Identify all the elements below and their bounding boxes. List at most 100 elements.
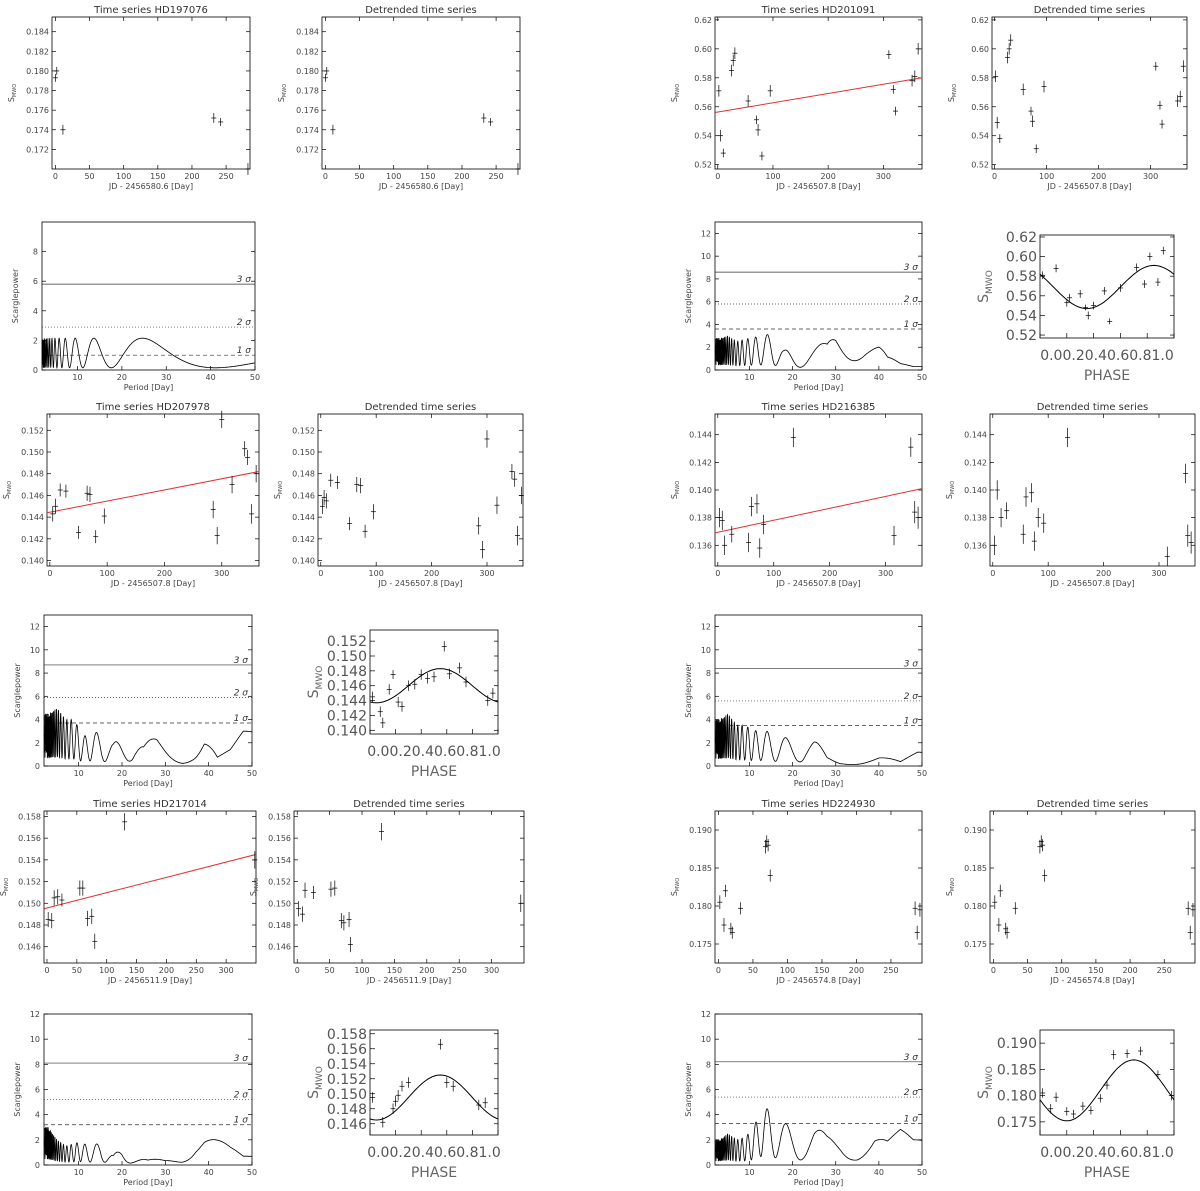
data-point (1077, 289, 1083, 298)
y-tick-label: 0.180 (296, 67, 319, 76)
data-point (1101, 286, 1107, 295)
plot-frame (51, 16, 251, 170)
data-point (729, 64, 735, 77)
y-axis-label: SMWO (670, 481, 681, 499)
x-axis-label: PHASE (411, 1165, 457, 1181)
y-tick-label: 0.178 (296, 87, 319, 96)
y-axis-label: SMWO (249, 878, 260, 896)
panel-dt_HD217014 (293, 810, 525, 964)
x-tick-label: 200 (849, 966, 864, 975)
y-tick-label: 0.54 (694, 132, 712, 141)
y-axis-label: Scarglepower (684, 1062, 693, 1117)
plot-frame (321, 16, 521, 170)
data-point (993, 70, 999, 83)
panel-title: Time series HD224930 (761, 799, 876, 810)
y-tick-label: 2 (35, 1136, 40, 1145)
y-tick-label: 0.180 (997, 1089, 1037, 1105)
y-tick-label: 0.185 (689, 864, 712, 873)
data-point (719, 510, 725, 531)
y-tick-label: 6 (706, 692, 711, 701)
data-point (1088, 1106, 1094, 1115)
data-point (296, 901, 302, 917)
x-tick-label: 250 (1157, 966, 1172, 975)
y-tick-label: 0.148 (327, 1102, 367, 1118)
x-tick-label: 30 (831, 373, 841, 382)
data-point (380, 717, 386, 729)
plot-frame (714, 221, 923, 371)
panel-pg_HD207978 (43, 614, 253, 767)
x-tick-label: 150 (129, 966, 144, 975)
y-tick-label: 0.142 (21, 535, 44, 544)
data-point (1012, 902, 1018, 915)
data-point (1080, 1101, 1086, 1111)
y-tick-label: 12 (701, 1010, 711, 1019)
x-tick-label: 200 (184, 172, 199, 181)
data-point (893, 106, 899, 116)
significance-level-label: 3 σ (904, 659, 919, 669)
data-point (1111, 1049, 1117, 1060)
data-point (93, 530, 99, 544)
data-point (341, 915, 347, 931)
x-tick-label: 100 (100, 569, 115, 578)
x-tick-label: 200 (821, 172, 836, 181)
y-axis-label: SMWO (2, 481, 13, 499)
panel-ts_HD201091 (714, 16, 923, 170)
significance-level-label: 1 σ (234, 714, 249, 724)
data-point (730, 54, 736, 67)
y-tick-label: 0.136 (689, 541, 712, 550)
significance-level-label: 3 σ (234, 656, 249, 666)
x-tick-label: 50 (247, 1168, 257, 1177)
y-tick-label: 0.54 (971, 132, 989, 141)
panel-pg_HD197076 (41, 221, 256, 371)
data-point (393, 1096, 399, 1107)
data-point (716, 507, 722, 528)
data-point (1185, 901, 1191, 916)
data-point (759, 151, 765, 161)
y-tick-label: 0.146 (327, 1117, 367, 1133)
y-tick-label: 0.150 (327, 1087, 367, 1103)
y-tick-label: 10 (701, 1035, 711, 1044)
y-tick-label: 8 (706, 669, 711, 678)
data-point (891, 525, 897, 546)
x-tick-label: 100 (386, 172, 401, 181)
y-tick-label: 0.152 (18, 878, 41, 887)
y-tick-label: 0.150 (18, 899, 41, 908)
y-tick-label: 0.140 (292, 557, 315, 566)
data-point (418, 669, 424, 680)
y-tick-label: 0.138 (964, 514, 987, 523)
x-tick-label: 300 (479, 569, 494, 578)
y-tick-label: 0.175 (997, 1115, 1037, 1131)
x-tick-label: 40 (204, 1168, 214, 1177)
data-point (1004, 926, 1010, 939)
x-tick-label: 0.00.20.40.60.81.0 (367, 1145, 501, 1161)
x-tick-label: 300 (876, 172, 891, 181)
significance-level-label: 2 σ (904, 1088, 919, 1098)
data-point (915, 43, 921, 55)
x-axis-label: Period [Day] (123, 779, 173, 788)
data-point (476, 1099, 482, 1111)
x-axis-label: JD - 2456511.9 [Day] (366, 976, 451, 985)
x-tick-label: 0 (991, 966, 996, 975)
panel-ph_HD217014 (369, 1029, 499, 1136)
data-point (762, 839, 768, 854)
data-point (761, 514, 767, 535)
data-point (76, 525, 82, 539)
x-tick-label: 150 (1088, 966, 1103, 975)
significance-level-label: 2 σ (237, 318, 252, 328)
data-point (370, 1092, 376, 1103)
panel-dt_HD216385 (989, 413, 1196, 567)
y-tick-label: 8 (706, 1060, 711, 1069)
data-point (722, 535, 728, 555)
y-tick-label: 2 (33, 336, 38, 345)
data-point (328, 473, 334, 487)
y-tick-label: 0.176 (26, 106, 49, 115)
y-tick-label: 12 (30, 1010, 40, 1019)
panel-title: Detrended time series (353, 799, 465, 810)
data-point (994, 116, 1000, 129)
plot-frame (317, 413, 524, 567)
data-point (87, 486, 93, 502)
data-point (431, 671, 437, 682)
plot-frame (714, 1013, 923, 1166)
data-point (53, 498, 59, 514)
data-point (1004, 502, 1010, 520)
